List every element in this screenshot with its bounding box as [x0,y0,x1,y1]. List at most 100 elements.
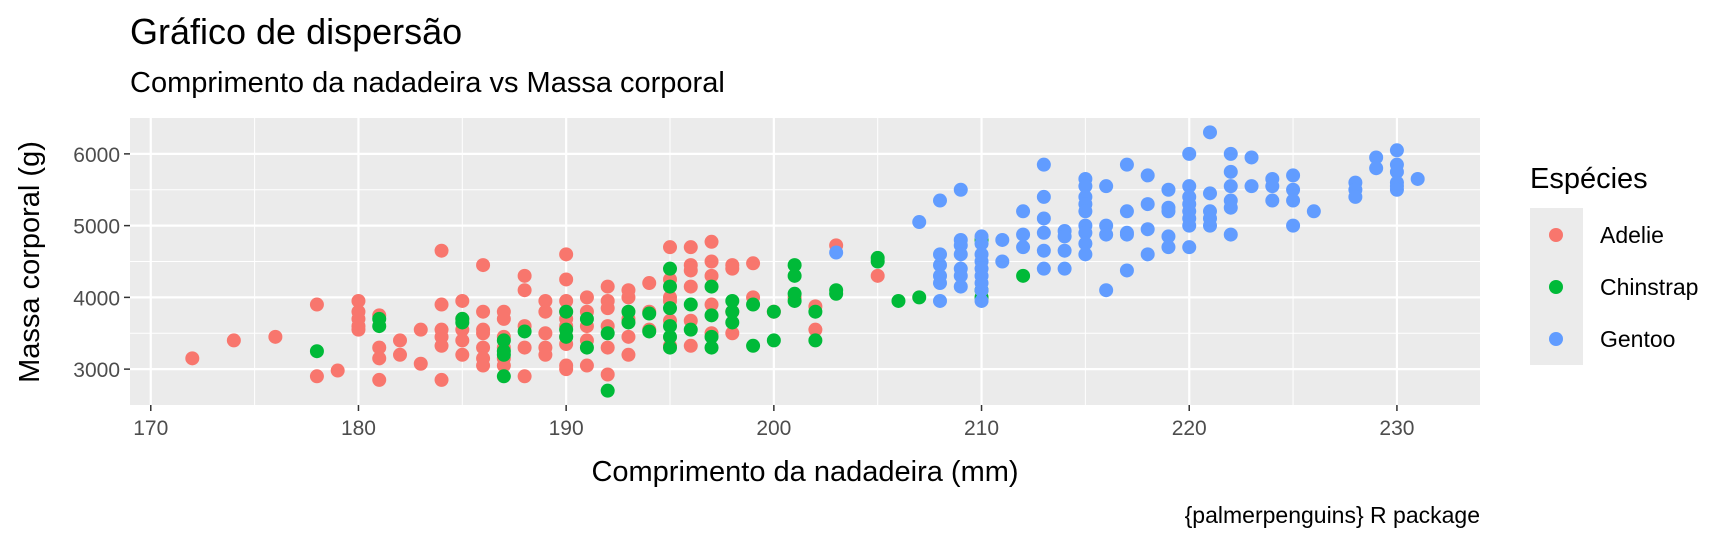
point-gentoo [1265,193,1280,208]
point-chinstrap [787,293,802,308]
point-adelie [704,234,719,249]
point-gentoo [1182,218,1197,233]
point-gentoo [1036,189,1051,204]
point-gentoo [1389,164,1404,179]
point-adelie [683,240,698,255]
point-gentoo [1036,243,1051,258]
point-adelie [372,351,387,366]
point-gentoo [1306,204,1321,219]
legend-label-adelie: Adelie [1600,222,1664,248]
point-gentoo [1223,200,1238,215]
point-adelie [476,326,491,341]
point-chinstrap [455,315,470,330]
point-gentoo [974,293,989,308]
chart-title: Gráfico de dispersão [130,11,462,52]
legend-key-adelie [1549,228,1563,242]
point-gentoo [1389,143,1404,158]
point-chinstrap [829,286,844,301]
point-adelie [434,243,449,258]
point-gentoo [1265,179,1280,194]
point-chinstrap [642,306,657,321]
point-gentoo [912,215,927,230]
point-chinstrap [559,304,574,319]
point-gentoo [1078,204,1093,219]
point-chinstrap [663,279,677,294]
point-adelie [476,340,491,355]
x-axis-title: Comprimento da nadadeira (mm) [591,456,1018,488]
point-gentoo [995,232,1010,247]
legend-key-chinstrap [1549,280,1563,294]
point-adelie [725,261,740,276]
point-gentoo [1099,283,1114,298]
point-adelie [226,333,241,348]
point-gentoo [1286,182,1301,197]
point-chinstrap [766,333,781,348]
point-gentoo [1161,204,1176,219]
point-adelie [434,338,449,353]
legend-label-gentoo: Gentoo [1600,326,1675,352]
data-points [185,125,1425,398]
point-chinstrap [663,261,677,276]
point-adelie [600,301,615,316]
point-adelie [393,347,407,362]
point-chinstrap [870,254,885,269]
point-chinstrap [663,329,677,344]
point-gentoo [953,279,968,294]
point-adelie [455,333,470,348]
point-adelie [538,347,553,362]
point-adelie [372,340,387,355]
point-adelie [496,311,511,326]
y-tick-label: 5000 [73,216,120,239]
point-gentoo [933,247,947,262]
point-chinstrap [808,304,823,319]
point-chinstrap [496,369,511,384]
point-gentoo [1057,229,1072,244]
point-gentoo [953,247,968,262]
point-gentoo [1119,227,1134,242]
point-gentoo [1369,161,1384,176]
point-adelie [808,322,823,337]
point-chinstrap [579,340,594,355]
legend: Espécies Adelie Chinstrap Gentoo [1530,163,1698,365]
legend-title: Espécies [1530,163,1648,195]
legend-key-gentoo [1549,332,1563,346]
point-gentoo [953,268,968,283]
point-gentoo [1203,186,1217,201]
point-adelie [600,367,615,382]
point-chinstrap [683,297,698,312]
point-adelie [559,247,574,262]
point-adelie [372,372,387,387]
point-chinstrap [766,304,781,319]
point-adelie [413,356,428,371]
point-gentoo [1016,240,1031,255]
point-gentoo [933,293,947,308]
point-adelie [559,272,574,287]
point-adelie [268,329,283,344]
point-gentoo [1119,157,1134,172]
point-gentoo [1223,227,1238,242]
x-tick-label: 180 [341,417,376,440]
point-chinstrap [704,329,719,344]
y-tick-label: 4000 [73,287,120,310]
point-chinstrap [642,324,657,339]
point-adelie [538,293,553,308]
point-gentoo [1099,179,1114,194]
point-adelie [704,254,719,269]
point-gentoo [1182,240,1197,255]
point-gentoo [1078,247,1093,262]
point-adelie [642,276,657,291]
point-adelie [434,297,449,312]
point-adelie [434,372,449,387]
point-chinstrap [725,293,740,308]
x-axis-ticks: 170 180 190 200 210 220 230 [133,405,1414,440]
point-adelie [579,358,594,373]
point-adelie [621,290,636,305]
point-gentoo [1286,218,1301,233]
point-gentoo [974,236,989,251]
point-gentoo [933,258,947,273]
point-chinstrap [725,315,740,330]
point-gentoo [1286,193,1301,208]
x-tick-label: 220 [1172,417,1207,440]
x-tick-label: 200 [756,417,791,440]
point-adelie [185,351,200,366]
